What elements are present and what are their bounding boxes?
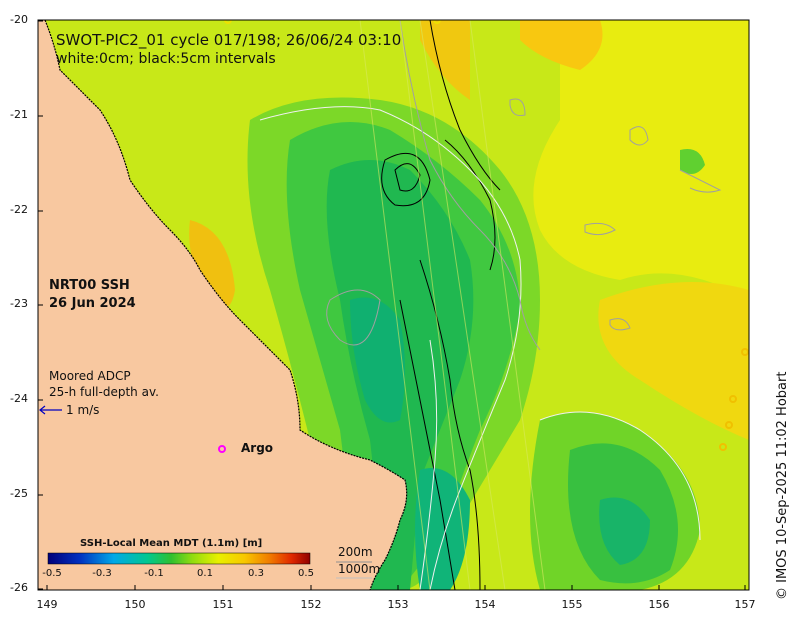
y-tick-label: -23 (10, 297, 28, 310)
argo-label: Argo (241, 441, 274, 455)
map-title: SWOT-PIC2_01 cycle 017/198; 26/06/24 03:… (56, 31, 402, 49)
colorbar-title: SSH-Local Mean MDT (1.1m) [m] (80, 538, 263, 549)
y-tick-label: -22 (10, 203, 28, 216)
product-name: NRT00 SSH (49, 278, 130, 293)
x-tick-label: 153 (387, 598, 409, 611)
bathymetry-contours (326, 20, 722, 351)
coastline (44, 20, 408, 590)
y-tick-label: -26 (10, 581, 28, 594)
ssh-high-east (533, 20, 749, 300)
colorbar-tick: -0.3 (92, 568, 112, 579)
colorbar-tick: -0.1 (144, 568, 164, 579)
x-tick-label: 156 (648, 598, 670, 611)
adcp-label-2: 25-h full-depth av. (49, 385, 159, 399)
adcp-scale-arrow (39, 405, 62, 415)
x-tick-label: 150 (124, 598, 146, 611)
x-tick-marks (46, 585, 746, 590)
y-tick-label: -24 (10, 392, 28, 405)
ssh-orange-northeast (520, 20, 603, 70)
y-tick-label: -21 (10, 108, 28, 121)
argo-floats (218, 20, 749, 453)
ssh-yellow-east (598, 282, 749, 440)
ssh-teal-southeast (599, 497, 650, 565)
colorbar-tick: 0.3 (248, 568, 264, 579)
colorbar (47, 552, 311, 565)
adcp-label: Moored ADCP (49, 369, 131, 383)
x-tick-label: 154 (474, 598, 496, 611)
ssh-orange-north (420, 20, 470, 100)
ssh-teal-core (350, 297, 405, 423)
colorbar-tick: 0.1 (197, 568, 213, 579)
ssh-green-small-east (680, 149, 705, 174)
x-tick-label: 151 (212, 598, 234, 611)
y-tick-label: -20 (10, 13, 28, 26)
swot-swath (359, 20, 546, 590)
credit-line: © IMOS 10-Sep-2025 11:02 Hobart (775, 371, 789, 600)
y-tick-marks (38, 20, 43, 590)
x-tick-label: 152 (300, 598, 322, 611)
x-tick-label: 157 (734, 598, 756, 611)
ssh-orange-mid (189, 220, 235, 308)
adcp-scale-label: 1 m/s (66, 403, 100, 417)
x-tick-label: 155 (561, 598, 583, 611)
australia-land (38, 20, 407, 590)
colorbar-tick: -0.5 (42, 568, 62, 579)
product-date: 26 Jun 2024 (49, 296, 136, 311)
depth-legend-200m: 200m (338, 545, 373, 559)
map-subtitle: white:0cm; black:5cm intervals (56, 51, 276, 67)
colorbar-tick: 0.5 (298, 568, 314, 579)
argo-marker-legend (218, 445, 226, 453)
y-tick-label: -25 (10, 487, 28, 500)
x-tick-label: 149 (36, 598, 58, 611)
depth-legend-1000m: 1000m (338, 562, 381, 576)
